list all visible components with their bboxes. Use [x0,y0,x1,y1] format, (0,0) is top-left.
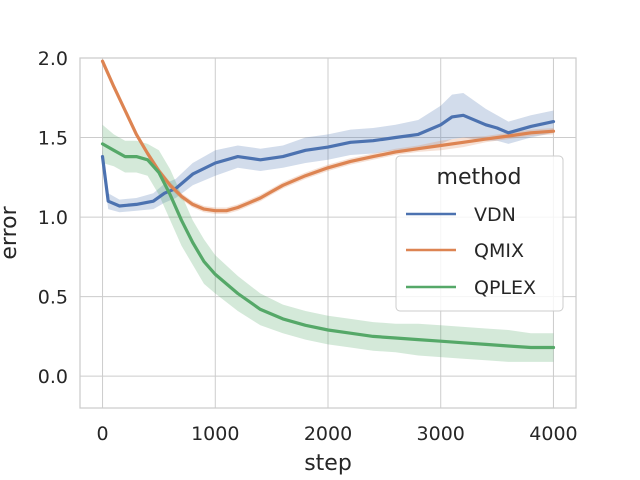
legend-title: method [437,165,522,190]
y-tick-label: 0.5 [38,287,68,309]
series-line-qmix [100,59,556,213]
series-lines [100,59,556,350]
legend-label-qplex: QPLEX [474,277,536,299]
x-tick-labels: 0 1000 2000 3000 4000 [96,423,577,445]
series-line-vdn [100,113,556,208]
x-tick-label: 4000 [529,423,577,445]
plot-frame [79,57,577,409]
x-tick-label: 0 [96,423,108,445]
x-tick-label: 3000 [417,423,465,445]
y-axis-label: error [0,205,22,259]
legend-label-qmix: QMIX [474,240,524,262]
series-line-qplex [100,142,556,350]
legend-label-vdn: VDN [474,204,516,226]
y-tick-label: 1.5 [38,128,68,150]
legend-box [395,155,564,312]
legend: method VDN QMIX QPLEX [395,155,564,312]
y-tick-label: 1.0 [38,207,68,229]
y-tick-labels: 0.0 0.5 1.0 1.5 2.0 [38,48,68,388]
y-tick-label: 0.0 [38,366,68,388]
x-tick-label: 1000 [191,423,239,445]
x-tick-label: 2000 [304,423,352,445]
x-axis-label: step [304,451,352,476]
y-tick-label: 2.0 [38,48,68,70]
